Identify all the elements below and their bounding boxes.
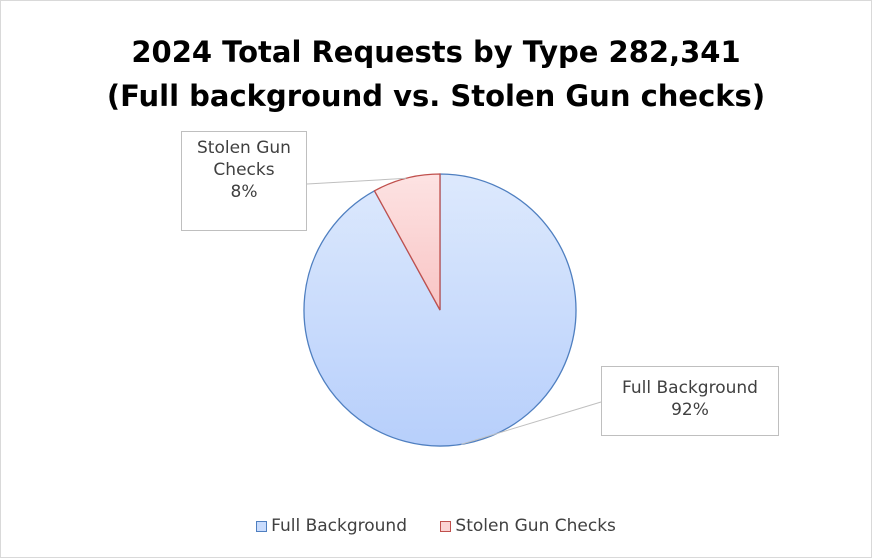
legend-swatch-full-background bbox=[256, 520, 268, 532]
data-label-full-percent: 92% bbox=[671, 400, 709, 420]
chart-title: 2024 Total Requests by Type 282,341 (Ful… bbox=[0, 30, 872, 118]
legend-item-stolen-gun-checks: Stolen Gun Checks bbox=[440, 515, 616, 537]
data-label-full-line1: Full Background bbox=[622, 378, 758, 398]
legend-label-full-background: Full Background bbox=[271, 516, 407, 536]
leader-line-full-background bbox=[461, 401, 602, 445]
data-label-stolen-line2: Checks bbox=[213, 160, 275, 180]
data-label-stolen-line1: Stolen Gun bbox=[197, 138, 291, 158]
legend-swatch-stolen-gun-checks bbox=[440, 520, 452, 532]
chart-title-line-1: 2024 Total Requests by Type 282,341 bbox=[131, 35, 741, 69]
chart-subtitle: (Full background vs. Stolen Gun checks) bbox=[106, 79, 766, 113]
data-label-stolen-gun-checks: Stolen Gun Checks 8% bbox=[181, 131, 307, 231]
legend-label-stolen-gun-checks: Stolen Gun Checks bbox=[455, 516, 616, 536]
data-label-stolen-percent: 8% bbox=[230, 182, 258, 202]
chart-legend: Full Background Stolen Gun Checks bbox=[0, 515, 872, 538]
data-label-full-background: Full Background 92% bbox=[601, 366, 779, 436]
leader-line-stolen-gun-checks bbox=[306, 177, 407, 185]
legend-item-full-background: Full Background bbox=[256, 515, 407, 537]
